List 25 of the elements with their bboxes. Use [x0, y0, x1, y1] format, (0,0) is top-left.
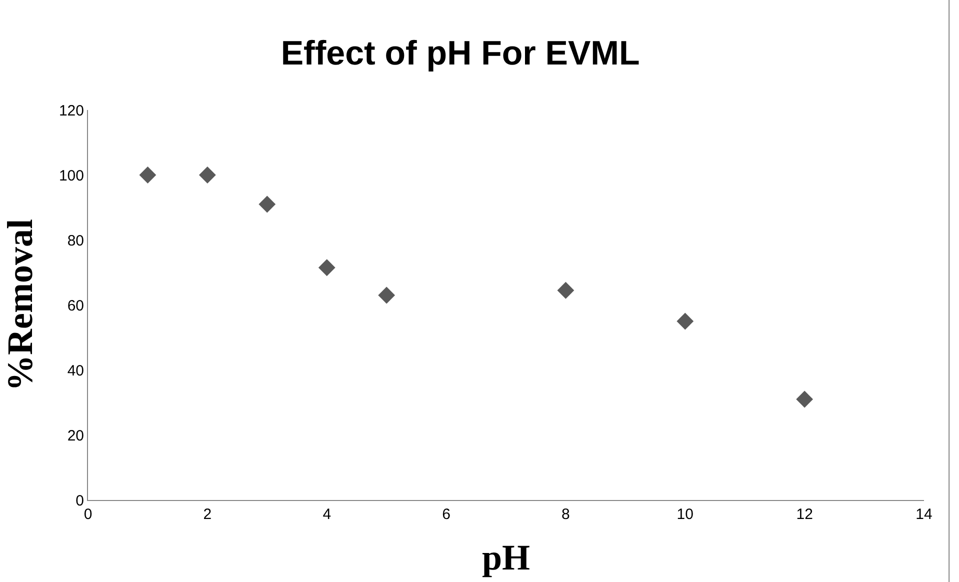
y-tick-label: 0	[76, 492, 84, 510]
x-tick-label: 6	[442, 506, 450, 523]
y-tick-label: 100	[58, 167, 84, 184]
x-tick-label: 2	[203, 506, 212, 523]
point	[318, 259, 336, 276]
point	[139, 166, 156, 184]
chart-title: Effect of pH For EVML	[280, 34, 640, 73]
x-tick-label: 10	[676, 506, 694, 523]
y-axis-title: %Removal	[0, 219, 40, 391]
x-tick-label: 8	[562, 506, 570, 523]
x-tick-label: 12	[796, 506, 813, 523]
point	[258, 196, 276, 213]
x-tick-label: 14	[916, 506, 932, 523]
y-tick-label: 80	[67, 232, 84, 250]
point	[378, 286, 396, 304]
point	[796, 390, 814, 408]
point	[676, 312, 694, 330]
point	[557, 282, 574, 299]
point	[198, 166, 216, 184]
y-tick-label: 120	[58, 102, 84, 120]
y-tick-label: 40	[67, 362, 84, 380]
x-tick-label: 4	[322, 506, 332, 523]
x-axis-title: pH	[482, 538, 530, 578]
y-tick-label: 60	[67, 297, 84, 314]
y-tick-label: 20	[67, 427, 84, 444]
